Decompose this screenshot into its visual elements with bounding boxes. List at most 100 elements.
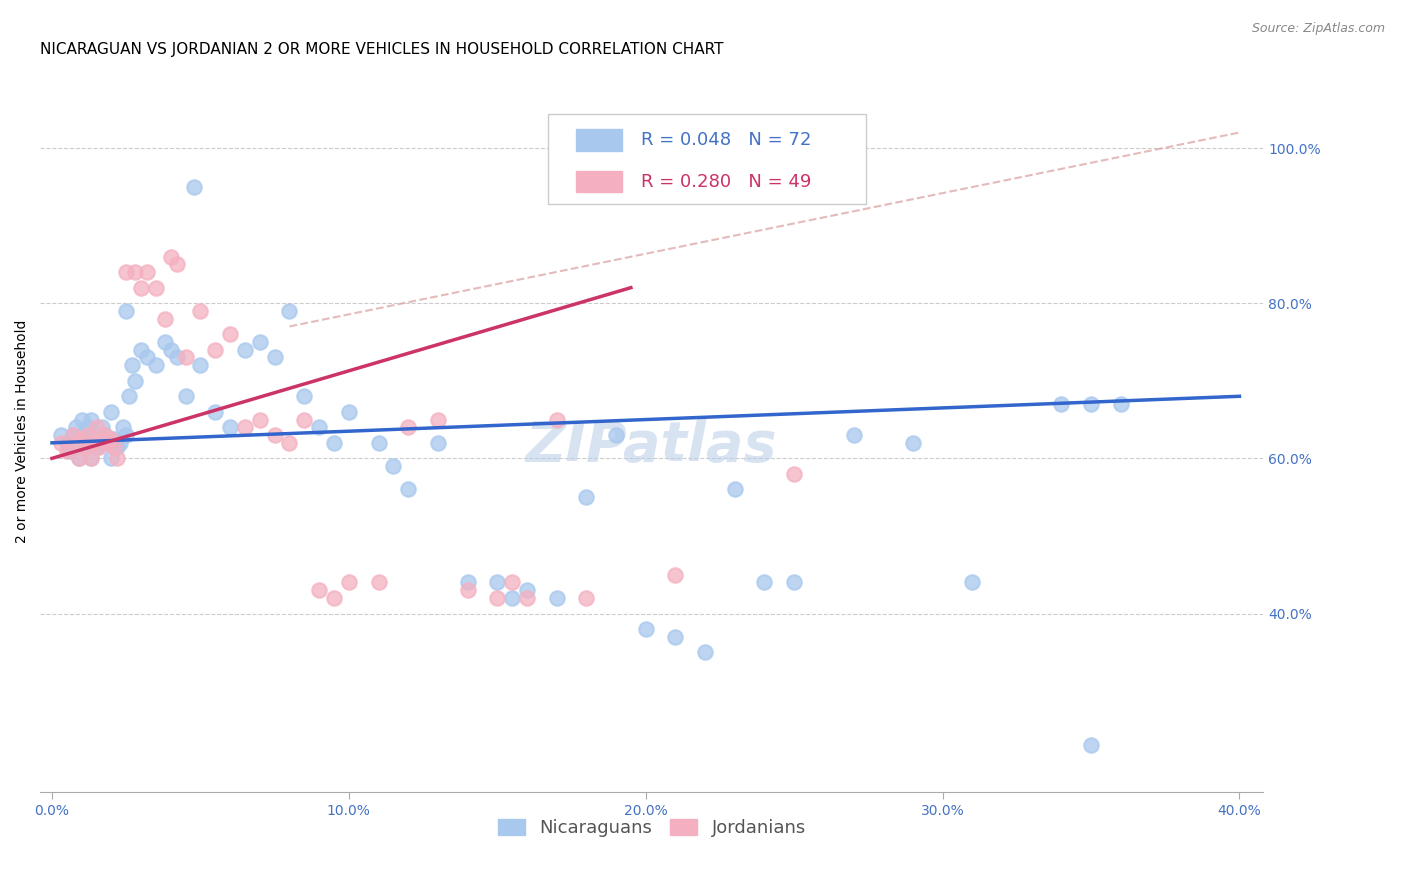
Text: R = 0.280   N = 49: R = 0.280 N = 49	[641, 173, 811, 191]
Point	[457, 575, 479, 590]
Point	[129, 280, 152, 294]
Point	[124, 374, 146, 388]
Point	[79, 451, 101, 466]
Point	[664, 630, 686, 644]
Point	[516, 583, 538, 598]
Point	[308, 583, 330, 598]
Point	[546, 412, 568, 426]
Point	[59, 443, 82, 458]
Point	[783, 467, 806, 481]
Point	[605, 428, 627, 442]
Point	[89, 440, 111, 454]
Point	[174, 351, 197, 365]
Point	[115, 304, 138, 318]
Point	[49, 428, 72, 442]
Point	[962, 575, 984, 590]
Point	[337, 405, 360, 419]
FancyBboxPatch shape	[548, 113, 866, 204]
Point	[204, 405, 226, 419]
Point	[901, 435, 924, 450]
Point	[308, 420, 330, 434]
Point	[501, 591, 523, 605]
Point	[278, 304, 301, 318]
Point	[516, 591, 538, 605]
Point	[486, 591, 509, 605]
Point	[136, 265, 159, 279]
Point	[575, 591, 598, 605]
Point	[49, 435, 72, 450]
Point	[67, 451, 90, 466]
Point	[73, 440, 96, 454]
Point	[103, 440, 125, 454]
Bar	[576, 129, 623, 151]
Point	[79, 451, 101, 466]
Point	[457, 583, 479, 598]
Point	[190, 304, 212, 318]
Point	[263, 351, 285, 365]
Point	[486, 575, 509, 590]
Point	[724, 483, 747, 497]
Point	[249, 334, 271, 349]
Point	[166, 257, 188, 271]
Point	[121, 358, 143, 372]
Point	[97, 435, 120, 450]
Point	[337, 575, 360, 590]
Point	[89, 435, 111, 450]
Point	[190, 358, 212, 372]
Point	[76, 420, 98, 434]
Point	[382, 459, 405, 474]
Point	[426, 412, 449, 426]
Point	[367, 435, 389, 450]
Point	[153, 311, 176, 326]
Point	[115, 428, 138, 442]
Point	[1080, 397, 1102, 411]
Point	[76, 428, 98, 442]
Point	[426, 435, 449, 450]
Point	[174, 389, 197, 403]
Point	[94, 428, 117, 442]
Bar	[576, 170, 623, 193]
Point	[153, 334, 176, 349]
Point	[159, 343, 181, 357]
Point	[1109, 397, 1132, 411]
Point	[91, 432, 114, 446]
Point	[1050, 397, 1073, 411]
Point	[166, 351, 188, 365]
Point	[145, 280, 167, 294]
Point	[263, 428, 285, 442]
Point	[115, 265, 138, 279]
Point	[100, 451, 122, 466]
Point	[219, 420, 242, 434]
Point	[70, 428, 93, 442]
Point	[233, 343, 256, 357]
Point	[62, 428, 84, 442]
Point	[129, 343, 152, 357]
Point	[103, 432, 125, 446]
Point	[693, 645, 716, 659]
Point	[396, 420, 419, 434]
Point	[112, 420, 135, 434]
Point	[292, 389, 315, 403]
Point	[783, 575, 806, 590]
Y-axis label: 2 or more Vehicles in Household: 2 or more Vehicles in Household	[15, 319, 30, 543]
Point	[70, 432, 93, 446]
Point	[842, 428, 865, 442]
Point	[62, 428, 84, 442]
Point	[634, 622, 657, 636]
Point	[233, 420, 256, 434]
Point	[100, 405, 122, 419]
Point	[110, 435, 132, 450]
Point	[86, 420, 108, 434]
Point	[83, 435, 105, 450]
Point	[501, 575, 523, 590]
Point	[94, 428, 117, 442]
Point	[100, 432, 122, 446]
Point	[664, 567, 686, 582]
Point	[56, 435, 79, 450]
Point	[118, 389, 141, 403]
Point	[323, 591, 346, 605]
Point	[292, 412, 315, 426]
Point	[67, 451, 90, 466]
Point	[754, 575, 776, 590]
Point	[105, 440, 128, 454]
